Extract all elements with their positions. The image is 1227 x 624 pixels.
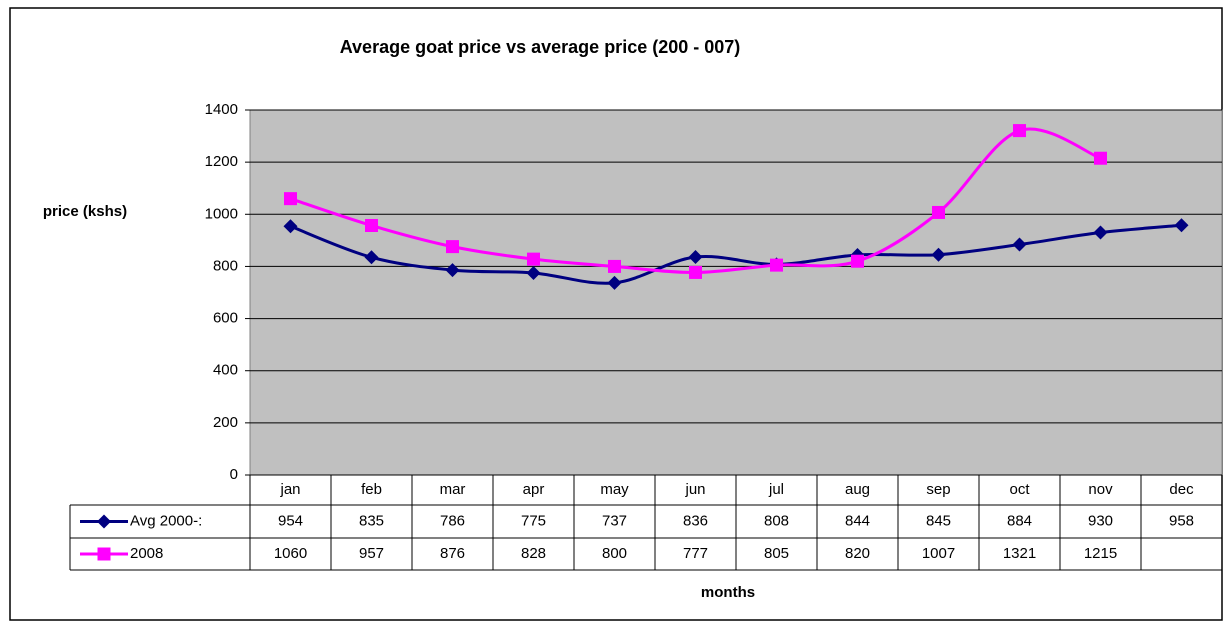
data-point [851, 254, 864, 268]
y-axis-label: price (kshs) [43, 203, 127, 220]
y-tick-label: 0 [230, 466, 238, 483]
table-value: 777 [683, 545, 708, 562]
x-axis-label: months [701, 584, 755, 601]
data-point [1013, 124, 1026, 138]
table-value: 786 [440, 512, 465, 529]
data-point [284, 192, 297, 206]
y-tick-label: 600 [213, 310, 238, 327]
data-point [364, 250, 379, 265]
table-value: 828 [521, 545, 546, 562]
data-point [527, 252, 540, 266]
x-tick-label: nov [1088, 481, 1113, 498]
legend-label: Avg 2000-: [130, 512, 202, 529]
table-value: 808 [764, 512, 789, 529]
data-point [1094, 151, 1107, 165]
x-tick-label: feb [361, 481, 382, 498]
data-point [607, 275, 622, 290]
data-point [689, 265, 702, 279]
x-tick-label: dec [1169, 481, 1194, 498]
data-point [445, 263, 460, 278]
data-point [365, 218, 378, 232]
data-point [688, 250, 703, 265]
table-value: 835 [359, 512, 384, 529]
table-value: 1007 [922, 545, 955, 562]
table-value: 954 [278, 512, 303, 529]
legend-marker [97, 514, 111, 529]
x-tick-label: apr [523, 481, 545, 498]
x-tick-label: oct [1009, 481, 1030, 498]
y-tick-label: 1200 [205, 153, 238, 170]
y-tick-label: 1400 [205, 101, 238, 118]
series-line [289, 223, 1182, 285]
data-point [526, 265, 541, 280]
x-tick-label: may [600, 481, 629, 498]
data-point [1012, 237, 1027, 252]
table-value: 884 [1007, 512, 1032, 529]
x-tick-label: jun [684, 481, 705, 498]
table-value: 805 [764, 545, 789, 562]
table-value: 876 [440, 545, 465, 562]
table-value: 958 [1169, 512, 1194, 529]
data-point [1174, 218, 1189, 233]
y-tick-label: 200 [213, 414, 238, 431]
table-value: 957 [359, 545, 384, 562]
legend-label: 2008 [130, 545, 163, 562]
table-value: 800 [602, 545, 627, 562]
data-point [1093, 225, 1108, 240]
data-point [283, 219, 298, 234]
data-point [931, 247, 946, 262]
y-tick-label: 400 [213, 362, 238, 379]
plot-area [249, 109, 1223, 476]
x-tick-label: jan [279, 481, 300, 498]
table-value: 836 [683, 512, 708, 529]
y-tick-label: 800 [213, 257, 238, 274]
table-value: 844 [845, 512, 870, 529]
table-value: 1215 [1084, 545, 1117, 562]
table-value: 930 [1088, 512, 1113, 529]
legend-marker [97, 547, 111, 561]
table-value: 820 [845, 545, 870, 562]
table-value: 775 [521, 512, 546, 529]
x-tick-label: jul [768, 481, 784, 498]
data-point [932, 205, 945, 219]
table-value: 1060 [274, 545, 307, 562]
y-tick-label: 1000 [205, 205, 238, 222]
table-value: 845 [926, 512, 951, 529]
x-tick-label: mar [440, 481, 466, 498]
chart-title: Average goat price vs average price (200… [340, 37, 741, 57]
x-tick-label: aug [845, 481, 870, 498]
data-point [446, 240, 459, 254]
table-value: 737 [602, 512, 627, 529]
table-value: 1321 [1003, 545, 1036, 562]
data-point [608, 259, 621, 273]
data-point [770, 258, 783, 272]
x-tick-label: sep [926, 481, 950, 498]
